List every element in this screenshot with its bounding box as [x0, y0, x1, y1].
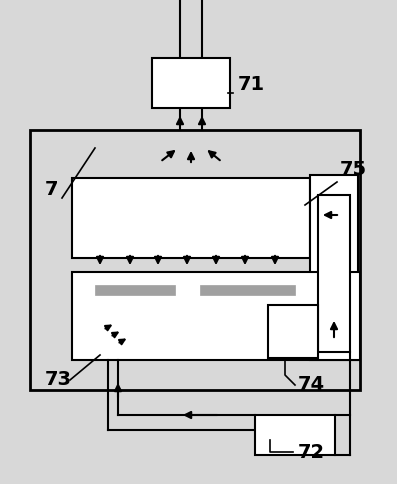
- Text: 74: 74: [298, 375, 325, 394]
- Text: 71: 71: [238, 75, 265, 94]
- Bar: [310, 175, 358, 360]
- Bar: [152, 58, 230, 108]
- Bar: [268, 305, 318, 358]
- Text: 72: 72: [298, 443, 325, 462]
- Bar: [200, 285, 295, 295]
- Text: 75: 75: [340, 160, 367, 179]
- Bar: [255, 415, 335, 455]
- Bar: [30, 130, 360, 390]
- Text: 7: 7: [45, 180, 58, 199]
- Bar: [95, 285, 175, 295]
- Bar: [318, 195, 350, 352]
- Bar: [72, 272, 360, 360]
- Bar: [72, 178, 310, 258]
- Text: 73: 73: [45, 370, 72, 389]
